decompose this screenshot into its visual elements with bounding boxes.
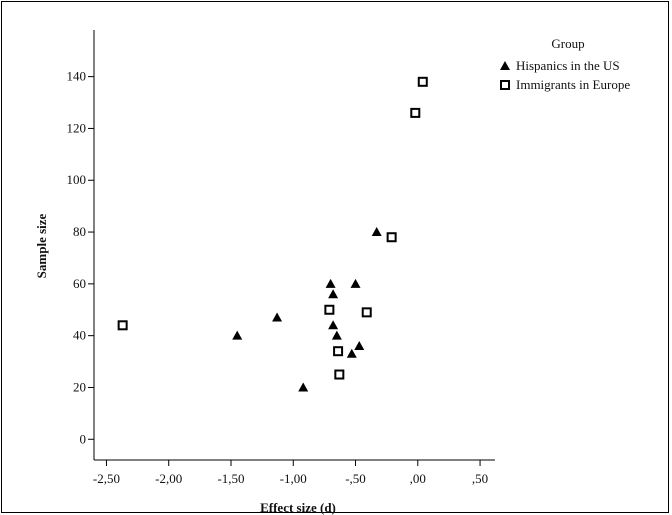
point-hispanics xyxy=(331,330,342,340)
x-tick-label: -,50 xyxy=(345,471,366,486)
legend-marker-square xyxy=(500,80,510,90)
point-immigrants xyxy=(361,307,372,318)
point-immigrants xyxy=(410,107,421,118)
point-hispanics xyxy=(328,320,339,330)
x-tick-label: -2,50 xyxy=(93,471,120,486)
point-hispanics xyxy=(350,278,361,288)
y-tick-label: 40 xyxy=(73,328,86,343)
legend-label: Immigrants in Europe xyxy=(516,77,630,92)
point-hispanics xyxy=(325,278,336,288)
x-tick-label: ,00 xyxy=(410,471,426,486)
point-hispanics xyxy=(346,348,357,358)
legend-label: Hispanics in the US xyxy=(516,58,620,73)
point-immigrants xyxy=(117,320,128,331)
point-hispanics xyxy=(354,341,365,351)
legend-title: Group xyxy=(551,36,584,51)
y-tick-label: 120 xyxy=(67,120,87,135)
x-tick-label: -1,50 xyxy=(217,471,244,486)
y-tick-label: 80 xyxy=(73,224,86,239)
legend: Group Hispanics in the US Immigrants in E… xyxy=(500,36,630,92)
x-tick-label: -1,00 xyxy=(280,471,307,486)
point-hispanics xyxy=(232,330,243,340)
point-immigrants xyxy=(417,76,428,87)
y-tick-label: 0 xyxy=(80,431,87,446)
point-hispanics xyxy=(371,227,382,237)
y-axis-title: Sample size xyxy=(34,213,49,278)
point-immigrants xyxy=(386,232,397,243)
point-immigrants xyxy=(333,346,344,357)
y-tick-label: 20 xyxy=(73,379,86,394)
point-immigrants xyxy=(334,369,345,380)
y-tick-label: 100 xyxy=(67,172,87,187)
point-immigrants xyxy=(324,304,335,315)
x-tick-label: -2,00 xyxy=(155,471,182,486)
legend-marker-triangle xyxy=(500,61,510,70)
x-tick-label: ,50 xyxy=(472,471,488,486)
data-points xyxy=(117,76,428,392)
point-hispanics xyxy=(272,312,283,322)
y-tick-label: 60 xyxy=(73,276,86,291)
point-hispanics xyxy=(328,289,339,299)
x-axis-title: Effect size (d) xyxy=(260,500,336,515)
y-tick-label: 140 xyxy=(67,69,87,84)
point-hispanics xyxy=(298,382,309,392)
axes: 0 20 40 60 80 100 120 140 -2,50 -2,00 -1,50 -1,00 -,… xyxy=(67,30,495,486)
